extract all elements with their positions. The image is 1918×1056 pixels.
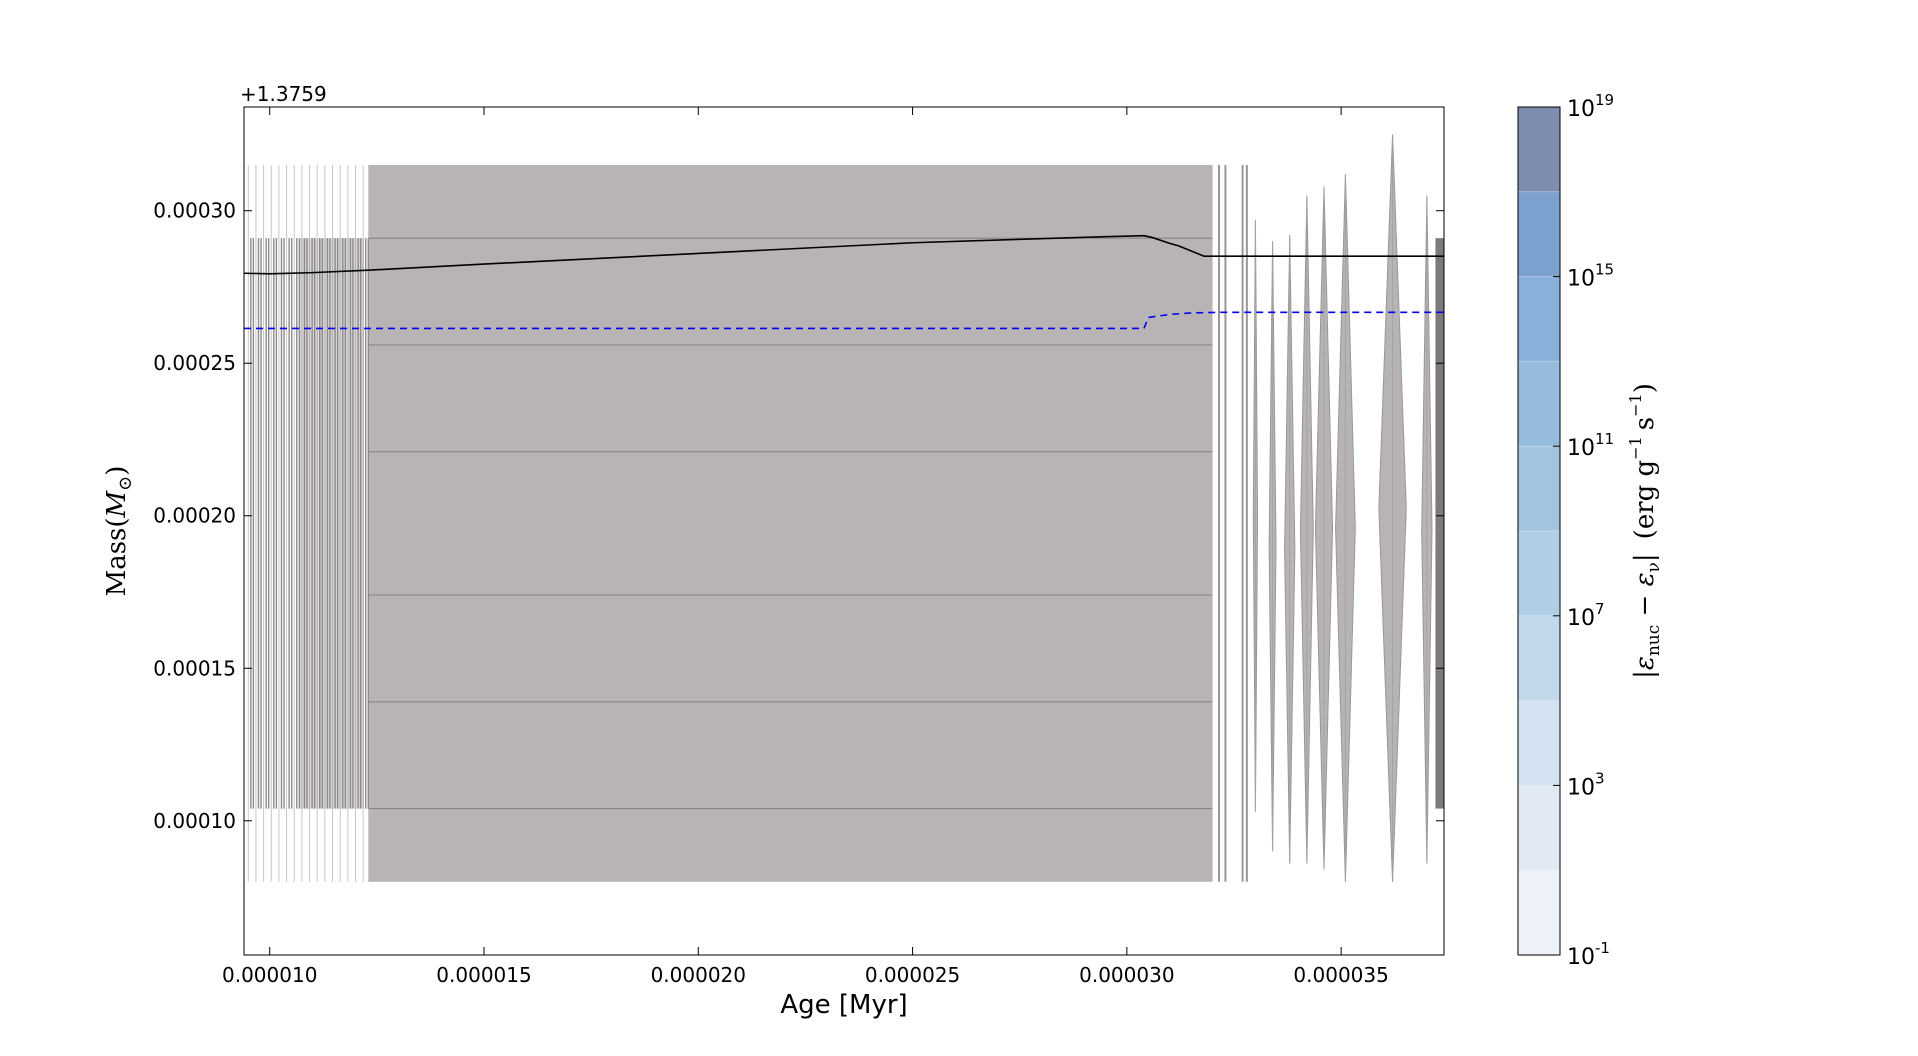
y-tick-label: 0.00025 bbox=[153, 351, 236, 375]
colorbar-label: |εnuc − εν|(erg g−1s−1) bbox=[1626, 383, 1664, 679]
y-axis-label: Mass(M⊙) bbox=[102, 466, 136, 597]
colorbar-tick-label: 107 bbox=[1567, 600, 1605, 631]
colorbar-band bbox=[1518, 276, 1560, 362]
colorbar-band bbox=[1518, 191, 1560, 278]
y-tick-label: 0.00010 bbox=[153, 809, 236, 833]
colorbar-band bbox=[1518, 531, 1560, 617]
colorbar-tick-label: 1011 bbox=[1567, 430, 1614, 461]
plot-area bbox=[243, 106, 1445, 956]
colorbar-ticks: 10-1 103 107 1011 1015 1019 bbox=[1553, 91, 1614, 970]
edge-band bbox=[1435, 238, 1444, 809]
series-line-dashed bbox=[244, 311, 1444, 330]
x-tick-label: 0.000020 bbox=[651, 963, 746, 987]
colorbar-band bbox=[1518, 785, 1560, 871]
colorbar-band bbox=[1518, 361, 1560, 447]
main-region bbox=[368, 164, 1213, 882]
lines-layer bbox=[244, 234, 1444, 330]
colorbar-bands bbox=[1518, 107, 1560, 956]
colorbar-tick-label: 10-1 bbox=[1567, 939, 1610, 970]
y-tick-label: 0.00015 bbox=[153, 656, 236, 680]
plot-frame bbox=[243, 106, 1445, 956]
x-axis-ticks: 0.000010 0.000015 0.000020 0.000025 0.000030… bbox=[222, 107, 1389, 987]
data-layer bbox=[247, 134, 1444, 882]
colorbar-band bbox=[1518, 870, 1560, 956]
colorbar-frame bbox=[1517, 106, 1561, 956]
colorbar-band bbox=[1518, 446, 1560, 532]
x-tick-label: 0.000030 bbox=[1079, 963, 1174, 987]
colorbar: 10-1 103 107 1011 1015 1019 |εnuc − εν|(erg g… bbox=[1517, 91, 1664, 970]
left-cluster-fill bbox=[299, 238, 364, 809]
axis-offset-label: +1.3759 bbox=[240, 82, 327, 106]
colorbar-band bbox=[1518, 700, 1560, 786]
colorbar-band bbox=[1518, 107, 1560, 193]
colorbar-tick-label: 1015 bbox=[1567, 261, 1614, 292]
colorbar-tick-label: 1019 bbox=[1567, 91, 1614, 122]
x-tick-label: 0.000035 bbox=[1293, 963, 1388, 987]
x-axis-label: Age [Myr] bbox=[780, 990, 907, 1020]
x-tick-label: 0.000010 bbox=[222, 963, 317, 987]
y-tick-label: 0.00020 bbox=[153, 504, 236, 528]
series-line-solid bbox=[244, 234, 1444, 275]
colorbar-band bbox=[1518, 615, 1560, 702]
x-tick-label: 0.000015 bbox=[436, 963, 531, 987]
y-axis-ticks: 0.00010 0.00015 0.00020 0.00025 0.00030 bbox=[153, 199, 1444, 833]
x-tick-label: 0.000025 bbox=[865, 963, 960, 987]
colorbar-tick-label: 103 bbox=[1567, 769, 1605, 800]
y-tick-label: 0.00030 bbox=[153, 199, 236, 223]
